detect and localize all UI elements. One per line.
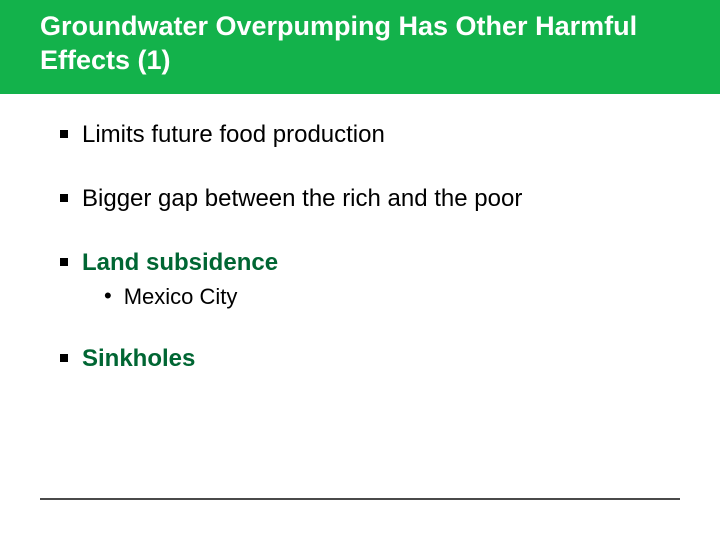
content-area: Limits future food production Bigger gap…	[0, 110, 720, 408]
bullet-item: Bigger gap between the rich and the poor	[60, 184, 680, 214]
bullet-text: Bigger gap between the rich and the poor	[82, 184, 522, 214]
bullet-text: Limits future food production	[82, 120, 385, 150]
footer-divider	[40, 498, 680, 500]
sub-bullet-text: Mexico City	[124, 284, 238, 310]
title-bar: Groundwater Overpumping Has Other Harmfu…	[0, 0, 720, 94]
slide-title: Groundwater Overpumping Has Other Harmfu…	[40, 10, 720, 78]
bullet-text: Sinkholes	[82, 344, 195, 374]
dot-bullet-icon: •	[104, 284, 112, 308]
sub-bullet-item: • Mexico City	[104, 284, 680, 310]
square-bullet-icon	[60, 130, 68, 138]
bullet-item: Limits future food production	[60, 120, 680, 150]
square-bullet-icon	[60, 258, 68, 266]
square-bullet-icon	[60, 194, 68, 202]
square-bullet-icon	[60, 354, 68, 362]
bullet-item: Land subsidence	[60, 248, 680, 278]
bullet-text: Land subsidence	[82, 248, 278, 278]
slide: Groundwater Overpumping Has Other Harmfu…	[0, 0, 720, 540]
bullet-item: Sinkholes	[60, 344, 680, 374]
